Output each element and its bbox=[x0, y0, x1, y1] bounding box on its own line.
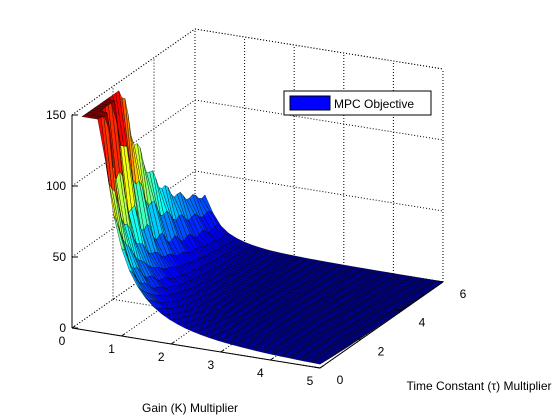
grid-line bbox=[71, 241, 196, 329]
y-tick-label: 4 bbox=[419, 316, 426, 330]
x-tick bbox=[270, 357, 274, 361]
legend-box bbox=[283, 90, 432, 116]
x-tick bbox=[319, 365, 324, 369]
x-tick bbox=[170, 341, 175, 345]
y-axis-label: Time Constant (τ) Multiplier bbox=[407, 379, 552, 393]
grid-line bbox=[194, 28, 444, 70]
y-tick-label: 0 bbox=[337, 373, 344, 387]
x-tick bbox=[220, 349, 225, 353]
x-tick-label: 0 bbox=[59, 334, 66, 348]
grid-line bbox=[194, 170, 444, 212]
x-tick-label: 4 bbox=[257, 366, 264, 380]
y-tick-label: 6 bbox=[460, 287, 467, 301]
surface-mesh bbox=[81, 90, 444, 365]
x-tick bbox=[121, 333, 125, 337]
axes bbox=[71, 114, 444, 369]
z-tick-label: 50 bbox=[53, 250, 67, 264]
grid-line bbox=[71, 28, 196, 116]
x-tick-label: 3 bbox=[207, 358, 214, 372]
y-tick bbox=[354, 337, 362, 340]
y-tick bbox=[395, 309, 403, 312]
legend: MPC Objective bbox=[283, 90, 432, 116]
x-axis-line bbox=[71, 327, 321, 369]
legend-swatch bbox=[289, 95, 331, 111]
x-tick-label: 1 bbox=[108, 342, 115, 356]
y-tick-label: 2 bbox=[378, 344, 385, 358]
x-tick-label: 2 bbox=[158, 350, 165, 364]
y-axis-line bbox=[319, 281, 444, 369]
y-tick bbox=[313, 366, 321, 369]
z-tick-label: 100 bbox=[46, 179, 66, 193]
z-tick-label: 0 bbox=[59, 321, 66, 335]
surface-patch bbox=[81, 114, 94, 119]
x-tick-label: 5 bbox=[307, 374, 314, 388]
legend-label: MPC Objective bbox=[334, 97, 414, 111]
z-tick-label: 150 bbox=[46, 108, 66, 122]
x-axis-label: Gain (K) Multiplier bbox=[142, 401, 238, 415]
y-tick bbox=[436, 280, 444, 283]
